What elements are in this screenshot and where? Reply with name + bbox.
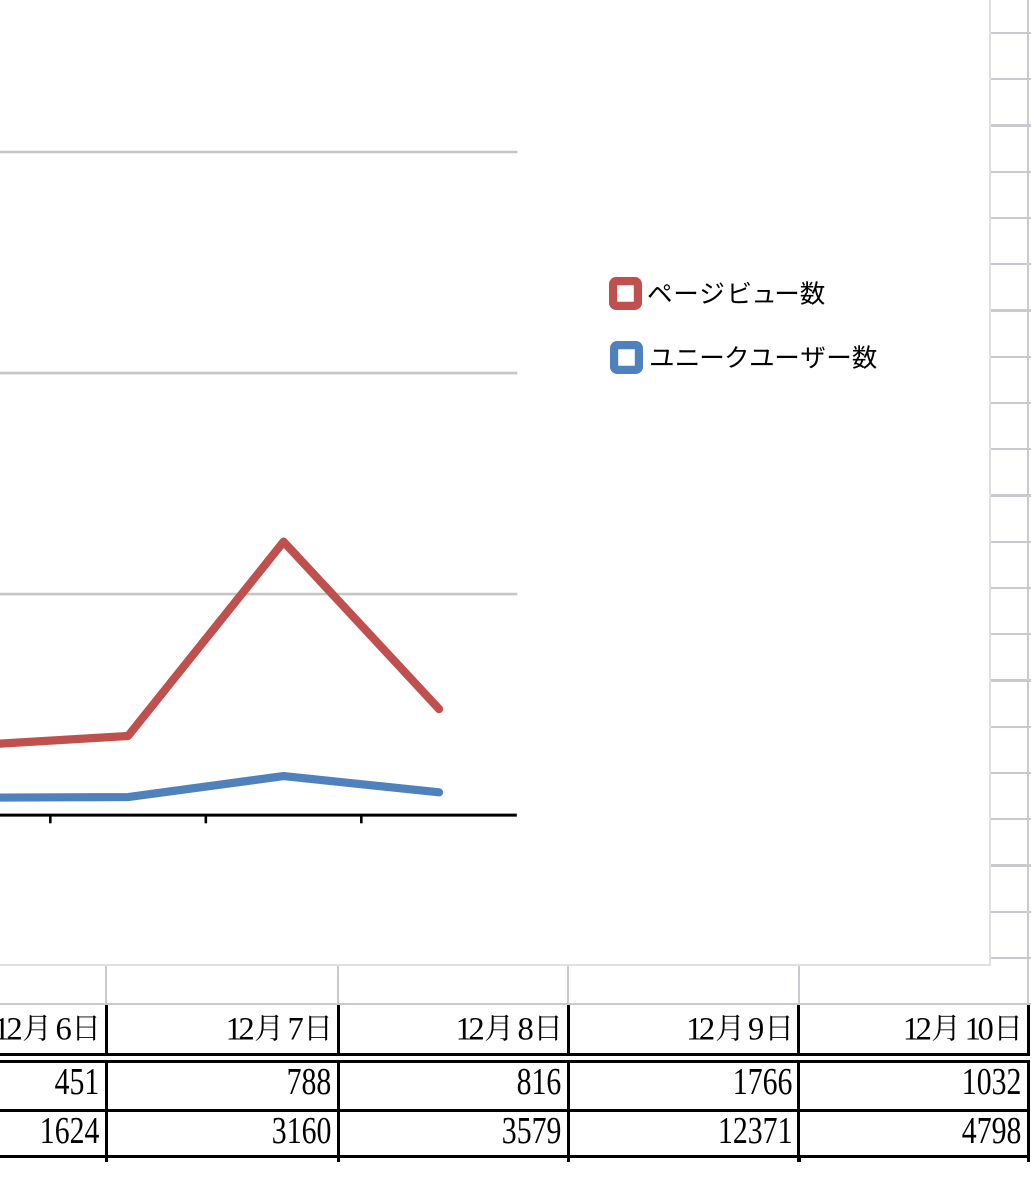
table-header-cell[interactable]: 12 6 [0, 1005, 108, 1063]
cjk-glyph-月 [255, 1014, 279, 1042]
cjk-glyph-ー [776, 291, 797, 295]
table-header-cell[interactable]: 12 8 [336, 1005, 570, 1063]
cjk-glyph-ニ [676, 350, 697, 366]
legend-label-pageviews [646, 278, 826, 310]
legend-marker-pageviews-icon [609, 276, 643, 310]
cjk-glyph-月 [485, 1014, 509, 1042]
cjk-glyph-ビ [731, 281, 751, 304]
table-cell[interactable]: 816 [336, 1057, 570, 1113]
cjk-glyph-月 [716, 1014, 740, 1042]
text-run: 10 [964, 1012, 994, 1048]
text-run: 9 [747, 1012, 764, 1048]
table-cell[interactable]: 3160 [104, 1110, 340, 1159]
table-cell[interactable]: 4798 [797, 1110, 1030, 1159]
cjk-glyph-ュ [754, 290, 773, 303]
cjk-glyph-数 [800, 281, 825, 306]
cjk-glyph-日 [77, 1015, 97, 1041]
table-header-cell[interactable]: 12 9 [566, 1005, 800, 1063]
cjk-glyph-ペ [648, 284, 672, 303]
table-cell[interactable]: 451 [0, 1057, 108, 1113]
cjk-glyph-数 [852, 345, 877, 370]
cjk-glyph-ユ [751, 349, 773, 366]
text-run: 12 [455, 1012, 485, 1048]
table-cell[interactable]: 1766 [566, 1057, 800, 1113]
table-cell[interactable]: 788 [104, 1057, 340, 1113]
chart-object[interactable] [0, 0, 991, 966]
cjk-glyph-ー [776, 355, 798, 359]
table-cell[interactable]: 3579 [336, 1110, 570, 1159]
table-border-stub [566, 1157, 570, 1163]
legend-marker-square [609, 276, 643, 310]
cjk-glyph-日 [539, 1015, 559, 1041]
cjk-glyph-月 [23, 1014, 47, 1042]
text-run: 8 [517, 1012, 533, 1048]
cjk-glyph-ユ [651, 349, 673, 366]
table-border-stub [336, 1157, 340, 1163]
text-run: 12 [0, 1012, 23, 1048]
text-run: 12 [902, 1012, 932, 1048]
cjk-glyph-ジ [701, 282, 724, 304]
cjk-glyph-日 [999, 1015, 1019, 1041]
legend-marker-square [609, 340, 643, 374]
table-cell[interactable]: 1624 [0, 1110, 108, 1159]
table-border-stub [104, 1157, 108, 1163]
table-header-cell[interactable]: 12 10 [797, 1005, 1030, 1063]
table-header-cell[interactable]: 12 7 [104, 1005, 340, 1063]
text-run: 7 [287, 1012, 303, 1048]
legend-marker-uniqueusers-icon [609, 340, 643, 374]
cjk-glyph-ー [675, 291, 697, 295]
data-table: 12 6 12 7 12 8 12 9 12 10 451 788 816 1766 10… [0, 1005, 1030, 1159]
table-cell[interactable]: 12371 [566, 1110, 800, 1159]
cjk-glyph-ク [726, 346, 747, 369]
table-row-uniqueusers: 451 788 816 1766 1032 [0, 1057, 1030, 1113]
cjk-glyph-日 [769, 1015, 790, 1041]
table-cell[interactable]: 1032 [797, 1057, 1030, 1113]
cjk-glyph-ー [701, 355, 722, 359]
legend-label-uniqueusers [649, 342, 878, 374]
table-border-stub [1026, 1157, 1030, 1163]
table-row-pageviews: 1624 3160 3579 12371 4798 [0, 1110, 1030, 1159]
table-border-stub [797, 1157, 801, 1163]
cjk-glyph-日 [309, 1015, 329, 1041]
cjk-glyph-ザ [801, 346, 825, 369]
table-header-row: 12 6 12 7 12 8 12 9 12 10 [0, 1005, 1030, 1063]
text-run: 6 [55, 1012, 71, 1048]
cjk-glyph-ー [828, 355, 850, 359]
sheet-row-gridline [0, 1003, 1031, 1006]
cjk-glyph-月 [933, 1014, 956, 1042]
text-run: 12 [686, 1012, 715, 1048]
sheet-column-gridline [1027, 0, 1030, 1006]
text-run: 12 [225, 1012, 255, 1048]
